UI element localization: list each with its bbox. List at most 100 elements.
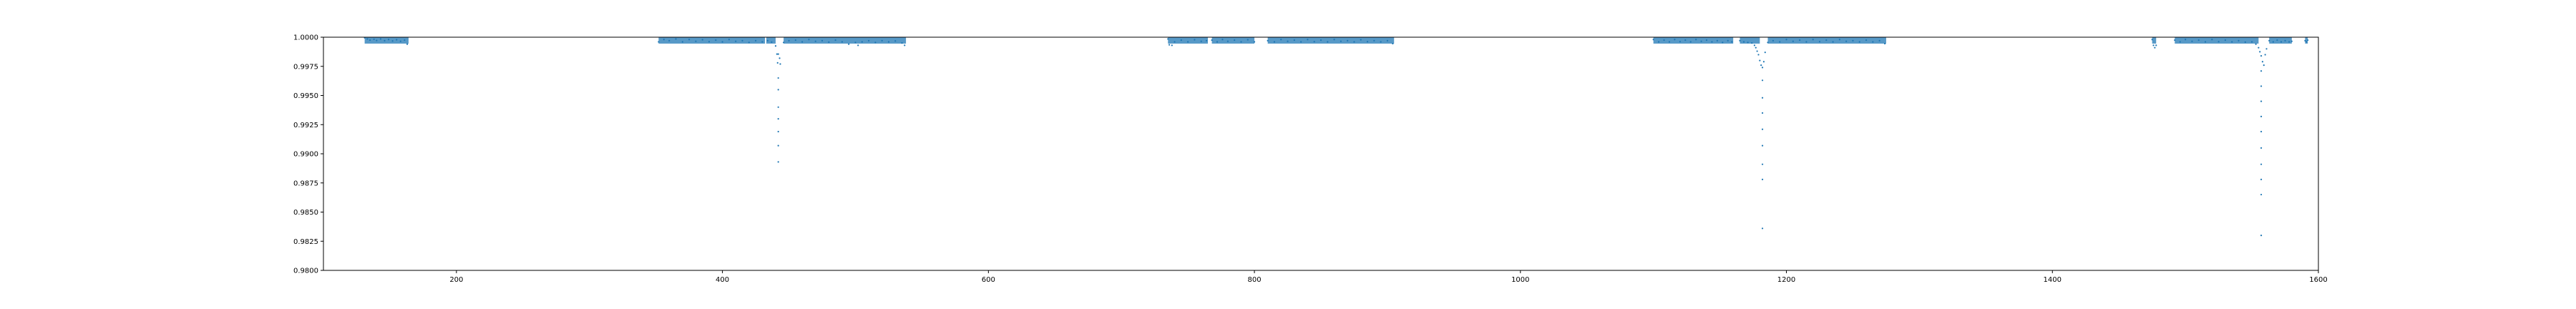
data-point <box>2231 41 2233 43</box>
data-point <box>675 38 677 40</box>
data-point <box>1668 41 1671 43</box>
data-point <box>2255 43 2257 45</box>
data-point <box>701 39 703 41</box>
data-point <box>1689 41 1692 43</box>
data-point <box>2260 100 2263 102</box>
y-tick-label: 1.0000 <box>293 34 318 42</box>
data-point <box>688 39 691 41</box>
data-point <box>904 44 906 46</box>
data-point <box>1174 41 1176 43</box>
data-point <box>1273 41 1276 43</box>
data-point <box>1679 41 1681 43</box>
data-point <box>1307 39 1309 41</box>
data-point <box>2260 70 2263 72</box>
data-point <box>1340 40 1342 42</box>
data-point <box>774 45 777 47</box>
y-tick-label: 0.9875 <box>293 180 318 187</box>
data-point <box>901 42 903 44</box>
data-point <box>887 41 890 43</box>
x-tick-label: 600 <box>982 276 995 284</box>
observation-band <box>658 37 766 44</box>
data-point <box>2264 54 2266 56</box>
data-point <box>2224 39 2226 41</box>
data-point <box>376 39 378 41</box>
data-point <box>777 144 779 147</box>
data-point <box>2218 41 2220 43</box>
data-point <box>1753 44 1756 46</box>
data-point <box>741 39 743 41</box>
data-point <box>2260 235 2263 237</box>
data-point <box>373 38 375 41</box>
data-point <box>1761 227 1764 230</box>
data-point <box>1234 39 1236 41</box>
data-point <box>1756 50 1758 52</box>
data-point <box>801 41 804 43</box>
data-point <box>366 38 369 40</box>
data-point <box>1353 41 1355 43</box>
data-point <box>841 41 843 43</box>
data-point <box>2185 39 2187 41</box>
data-point <box>2260 130 2263 133</box>
data-point <box>1761 128 1764 130</box>
data-point <box>1872 41 1874 43</box>
data-point <box>1858 41 1860 43</box>
data-point <box>728 39 730 41</box>
data-point <box>894 40 897 42</box>
data-point <box>1711 41 1713 43</box>
data-point <box>2272 41 2274 43</box>
data-point <box>1865 39 1868 41</box>
data-point <box>404 39 406 41</box>
data-point <box>2204 41 2207 43</box>
data-point <box>777 161 779 163</box>
data-point <box>391 40 394 42</box>
data-point <box>821 39 824 41</box>
data-point <box>1171 44 1173 46</box>
data-point <box>1812 39 1814 41</box>
observation-band <box>2269 37 2292 44</box>
data-point <box>1832 41 1834 43</box>
data-point <box>1216 41 1219 43</box>
data-point <box>1327 41 1329 43</box>
data-point <box>867 39 870 41</box>
data-point <box>1246 39 1249 41</box>
data-point <box>1761 97 1764 99</box>
data-point <box>1187 41 1189 43</box>
data-point <box>1313 41 1315 43</box>
data-point <box>695 40 697 42</box>
data-point <box>1253 41 1256 43</box>
data-point <box>2280 41 2283 43</box>
data-point <box>754 39 757 41</box>
x-tick-label: 1000 <box>1511 276 1529 284</box>
observation-band <box>2305 37 2308 44</box>
data-point <box>2260 54 2263 57</box>
data-point <box>2276 39 2278 41</box>
data-point <box>1169 44 1171 46</box>
data-point <box>396 39 398 41</box>
x-tick-label: 400 <box>716 276 729 284</box>
data-point <box>748 41 750 44</box>
plot-frame <box>323 36 2319 271</box>
data-point <box>771 41 773 43</box>
data-point <box>2260 178 2263 180</box>
data-point <box>2284 39 2286 41</box>
axes: 200 400 600 800 1000 1200 1400 1600 0.9800 0.9825… <box>293 34 2328 285</box>
data-point <box>387 39 390 41</box>
data-point <box>2260 163 2263 165</box>
data-point <box>2260 193 2263 196</box>
data-point <box>663 39 665 41</box>
data-point <box>1805 41 1807 43</box>
y-tick-label: 0.9975 <box>293 63 318 71</box>
data-point <box>782 41 785 44</box>
data-point <box>1759 59 1761 62</box>
data-point <box>814 40 816 42</box>
data-point <box>1658 41 1660 43</box>
data-point <box>2306 41 2308 43</box>
data-point <box>2244 41 2246 43</box>
y-tick-label: 0.9950 <box>293 92 318 100</box>
data-point <box>1838 39 1840 41</box>
data-points <box>364 36 2309 237</box>
data-point <box>1206 39 1208 41</box>
data-point <box>1845 40 1848 42</box>
y-tick-label: 0.9900 <box>293 151 318 159</box>
